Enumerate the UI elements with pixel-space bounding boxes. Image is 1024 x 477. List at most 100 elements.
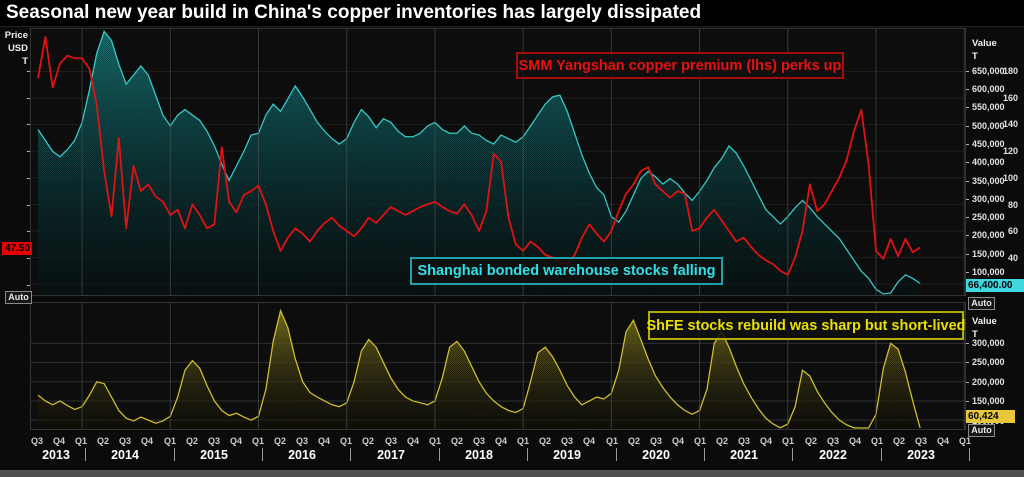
x-axis-quarter-label: Q4 [936,436,950,446]
x-axis-year-label: 2020 [642,448,670,462]
right-axis-tick-mark [966,362,969,363]
left-axis-header: Price USD T [0,29,28,68]
left-axis-tick-mark [27,285,30,286]
x-axis-quarter-label: Q3 [826,436,840,446]
left-axis-tick-mark [27,178,30,179]
x-axis-year-label: 2021 [730,448,758,462]
right-axis-tick-mark [966,343,969,344]
x-axis-quarter-label: Q3 [207,436,221,446]
premium-annotation-box[interactable]: SMM Yangshan copper premium (lhs) perks … [516,52,844,79]
left-axis-tick-mark [27,258,30,259]
x-axis-quarter-label: Q3 [560,436,574,446]
x-axis-quarter-label: Q3 [914,436,928,446]
right-axis-tick-label: 250,000 [972,212,1005,222]
left-axis-tick-mark [27,231,30,232]
left-axis-tick-mark [27,71,30,72]
right-axis-tick-mark [966,144,969,145]
x-axis-quarter-label: Q2 [627,436,641,446]
x-axis-quarter-label: Q2 [185,436,199,446]
x-axis-quarter-label: Q1 [516,436,530,446]
shfe-area-texture [37,310,921,429]
left-axis-auto-button[interactable]: Auto [5,291,32,304]
right-axis-tick-mark [966,254,969,255]
x-axis-quarter-label: Q4 [494,436,508,446]
x-axis-year-separator [527,448,528,461]
left-axis-tick-label: 40 [1007,253,1018,263]
right-axis-tick-label: 450,000 [972,139,1005,149]
right-axis-tick-label: 300,000 [972,338,1005,348]
left-axis-tick-label: 120 [1002,146,1018,156]
right-top-axis-header-line: T [972,51,978,62]
x-axis-year-separator [174,448,175,461]
right-bottom-axis-header-line: T [972,329,978,340]
right-axis-tick-mark [966,382,969,383]
x-axis-year-separator [616,448,617,461]
right-axis-tick-label: 600,000 [972,84,1005,94]
right-axis-tick-label: 200,000 [972,377,1005,387]
x-axis-year-separator [792,448,793,461]
x-axis-quarter-label: Q4 [848,436,862,446]
right-axis-tick-label: 250,000 [972,357,1005,367]
right-bottom-axis-header-line: Value [972,316,997,327]
chart-title: Seasonal new year build in China's coppe… [0,0,1024,27]
shfe-last-value-tag: 60,424 [966,410,1015,423]
left-axis-tick-label: 180 [1002,66,1018,76]
x-axis-year-label: 2016 [288,448,316,462]
right-axis-tick-mark [966,199,969,200]
right-axis-tick-label: 650,000 [972,66,1005,76]
bonded-annotation-box[interactable]: Shanghai bonded warehouse stocks falling [410,257,723,285]
left-axis-tick-label: 160 [1002,93,1018,103]
x-axis-quarter-label: Q1 [428,436,442,446]
x-axis-quarter-label: Q2 [450,436,464,446]
x-axis-quarter-label: Q4 [140,436,154,446]
right-top-axis-auto-button[interactable]: Auto [968,297,995,310]
bonded-area-outline [37,30,921,295]
left-axis-tick-label: 140 [1002,119,1018,129]
x-axis-quarter-label: Q3 [30,436,44,446]
left-axis-tick-label: 100 [1002,173,1018,183]
right-bottom-axis-auto-button[interactable]: Auto [968,424,995,437]
right-axis-tick-label: 350,000 [972,176,1005,186]
x-axis-quarter-label: Q4 [759,436,773,446]
shfe-annotation-box[interactable]: ShFE stocks rebuild was sharp but short-… [646,311,966,340]
right-axis-tick-mark [966,181,969,182]
left-axis-tick-mark [27,205,30,206]
x-axis-quarter-label: Q3 [649,436,663,446]
bonded-stocks-last-value-tag: 66,400.00 [966,279,1024,292]
x-axis-quarter-label: Q1 [163,436,177,446]
right-axis-tick-mark [966,235,969,236]
x-axis-year-label: 2019 [553,448,581,462]
x-axis-quarter-label: Q1 [74,436,88,446]
right-axis-tick-label: 150,000 [972,396,1005,406]
right-axis-tick-label: 500,000 [972,121,1005,131]
vertical-gridlines [81,303,965,429]
x-axis-quarter-label: Q2 [715,436,729,446]
x-axis-quarter-label: Q4 [406,436,420,446]
right-axis-tick-mark [966,401,969,402]
x-axis-year-separator [704,448,705,461]
x-axis-quarter-label: Q4 [229,436,243,446]
left-axis-tick-mark [27,124,30,125]
x-axis-quarter-label: Q1 [781,436,795,446]
x-axis-quarter-label: Q2 [361,436,375,446]
left-axis-tick-label: 60 [1007,226,1018,236]
x-axis-quarter-label: Q4 [52,436,66,446]
right-axis-tick-mark [966,107,969,108]
right-top-axis-header-line: Value [972,38,997,49]
x-axis-quarter-label: Q1 [339,436,353,446]
x-axis-quarter-label: Q1 [958,436,972,446]
x-axis-quarter-label: Q4 [582,436,596,446]
x-axis-quarter-label: Q1 [251,436,265,446]
x-axis-year-label: 2023 [907,448,935,462]
x-axis-year-separator [85,448,86,461]
right-axis-tick-mark [966,272,969,273]
x-axis-year-label: 2017 [377,448,405,462]
x-axis-year-separator [881,448,882,461]
x-axis-year-label: 2013 [42,448,70,462]
x-axis-quarter-label: Q3 [118,436,132,446]
right-axis-tick-label: 400,000 [972,157,1005,167]
x-axis-quarter-label: Q3 [737,436,751,446]
premium-last-value-tag: 47.50 [2,242,32,255]
x-axis-quarter-label: Q3 [295,436,309,446]
